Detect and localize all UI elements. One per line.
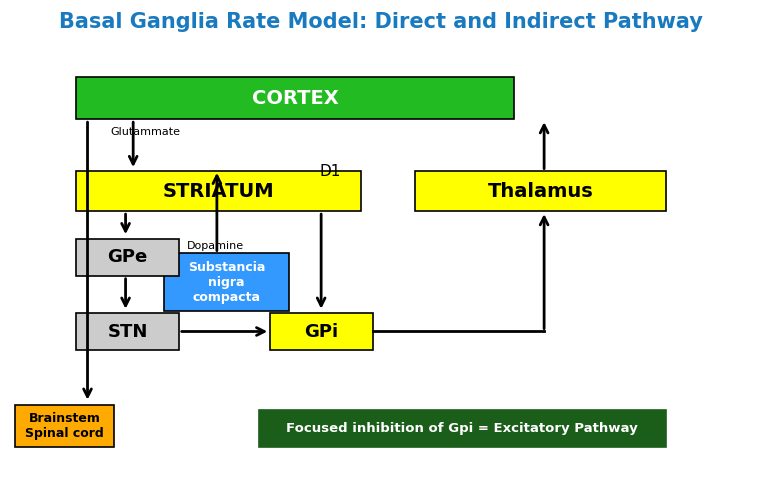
Text: Substancia
nigra
compacta: Substancia nigra compacta (188, 260, 265, 304)
Text: Brainstem
Spinal cord: Brainstem Spinal cord (25, 412, 104, 440)
FancyBboxPatch shape (164, 253, 289, 311)
Text: Dopamine: Dopamine (186, 241, 244, 251)
FancyBboxPatch shape (259, 410, 666, 447)
FancyBboxPatch shape (76, 171, 361, 211)
FancyBboxPatch shape (270, 313, 373, 350)
Text: STRIATUM: STRIATUM (163, 182, 275, 201)
Text: D1: D1 (320, 164, 341, 179)
Text: Glutammate: Glutammate (110, 127, 180, 137)
FancyBboxPatch shape (76, 239, 179, 276)
FancyBboxPatch shape (76, 313, 179, 350)
FancyBboxPatch shape (76, 77, 514, 119)
FancyBboxPatch shape (15, 405, 114, 447)
Text: Thalamus: Thalamus (488, 182, 593, 201)
Text: GPi: GPi (304, 323, 339, 341)
Text: Basal Ganglia Rate Model: Direct and Indirect Pathway: Basal Ganglia Rate Model: Direct and Ind… (59, 12, 702, 32)
Text: STN: STN (107, 323, 148, 341)
Text: CORTEX: CORTEX (252, 88, 338, 108)
Text: Focused inhibition of Gpi = Excitatory Pathway: Focused inhibition of Gpi = Excitatory P… (286, 422, 638, 435)
Text: GPe: GPe (107, 248, 148, 266)
FancyBboxPatch shape (415, 171, 666, 211)
